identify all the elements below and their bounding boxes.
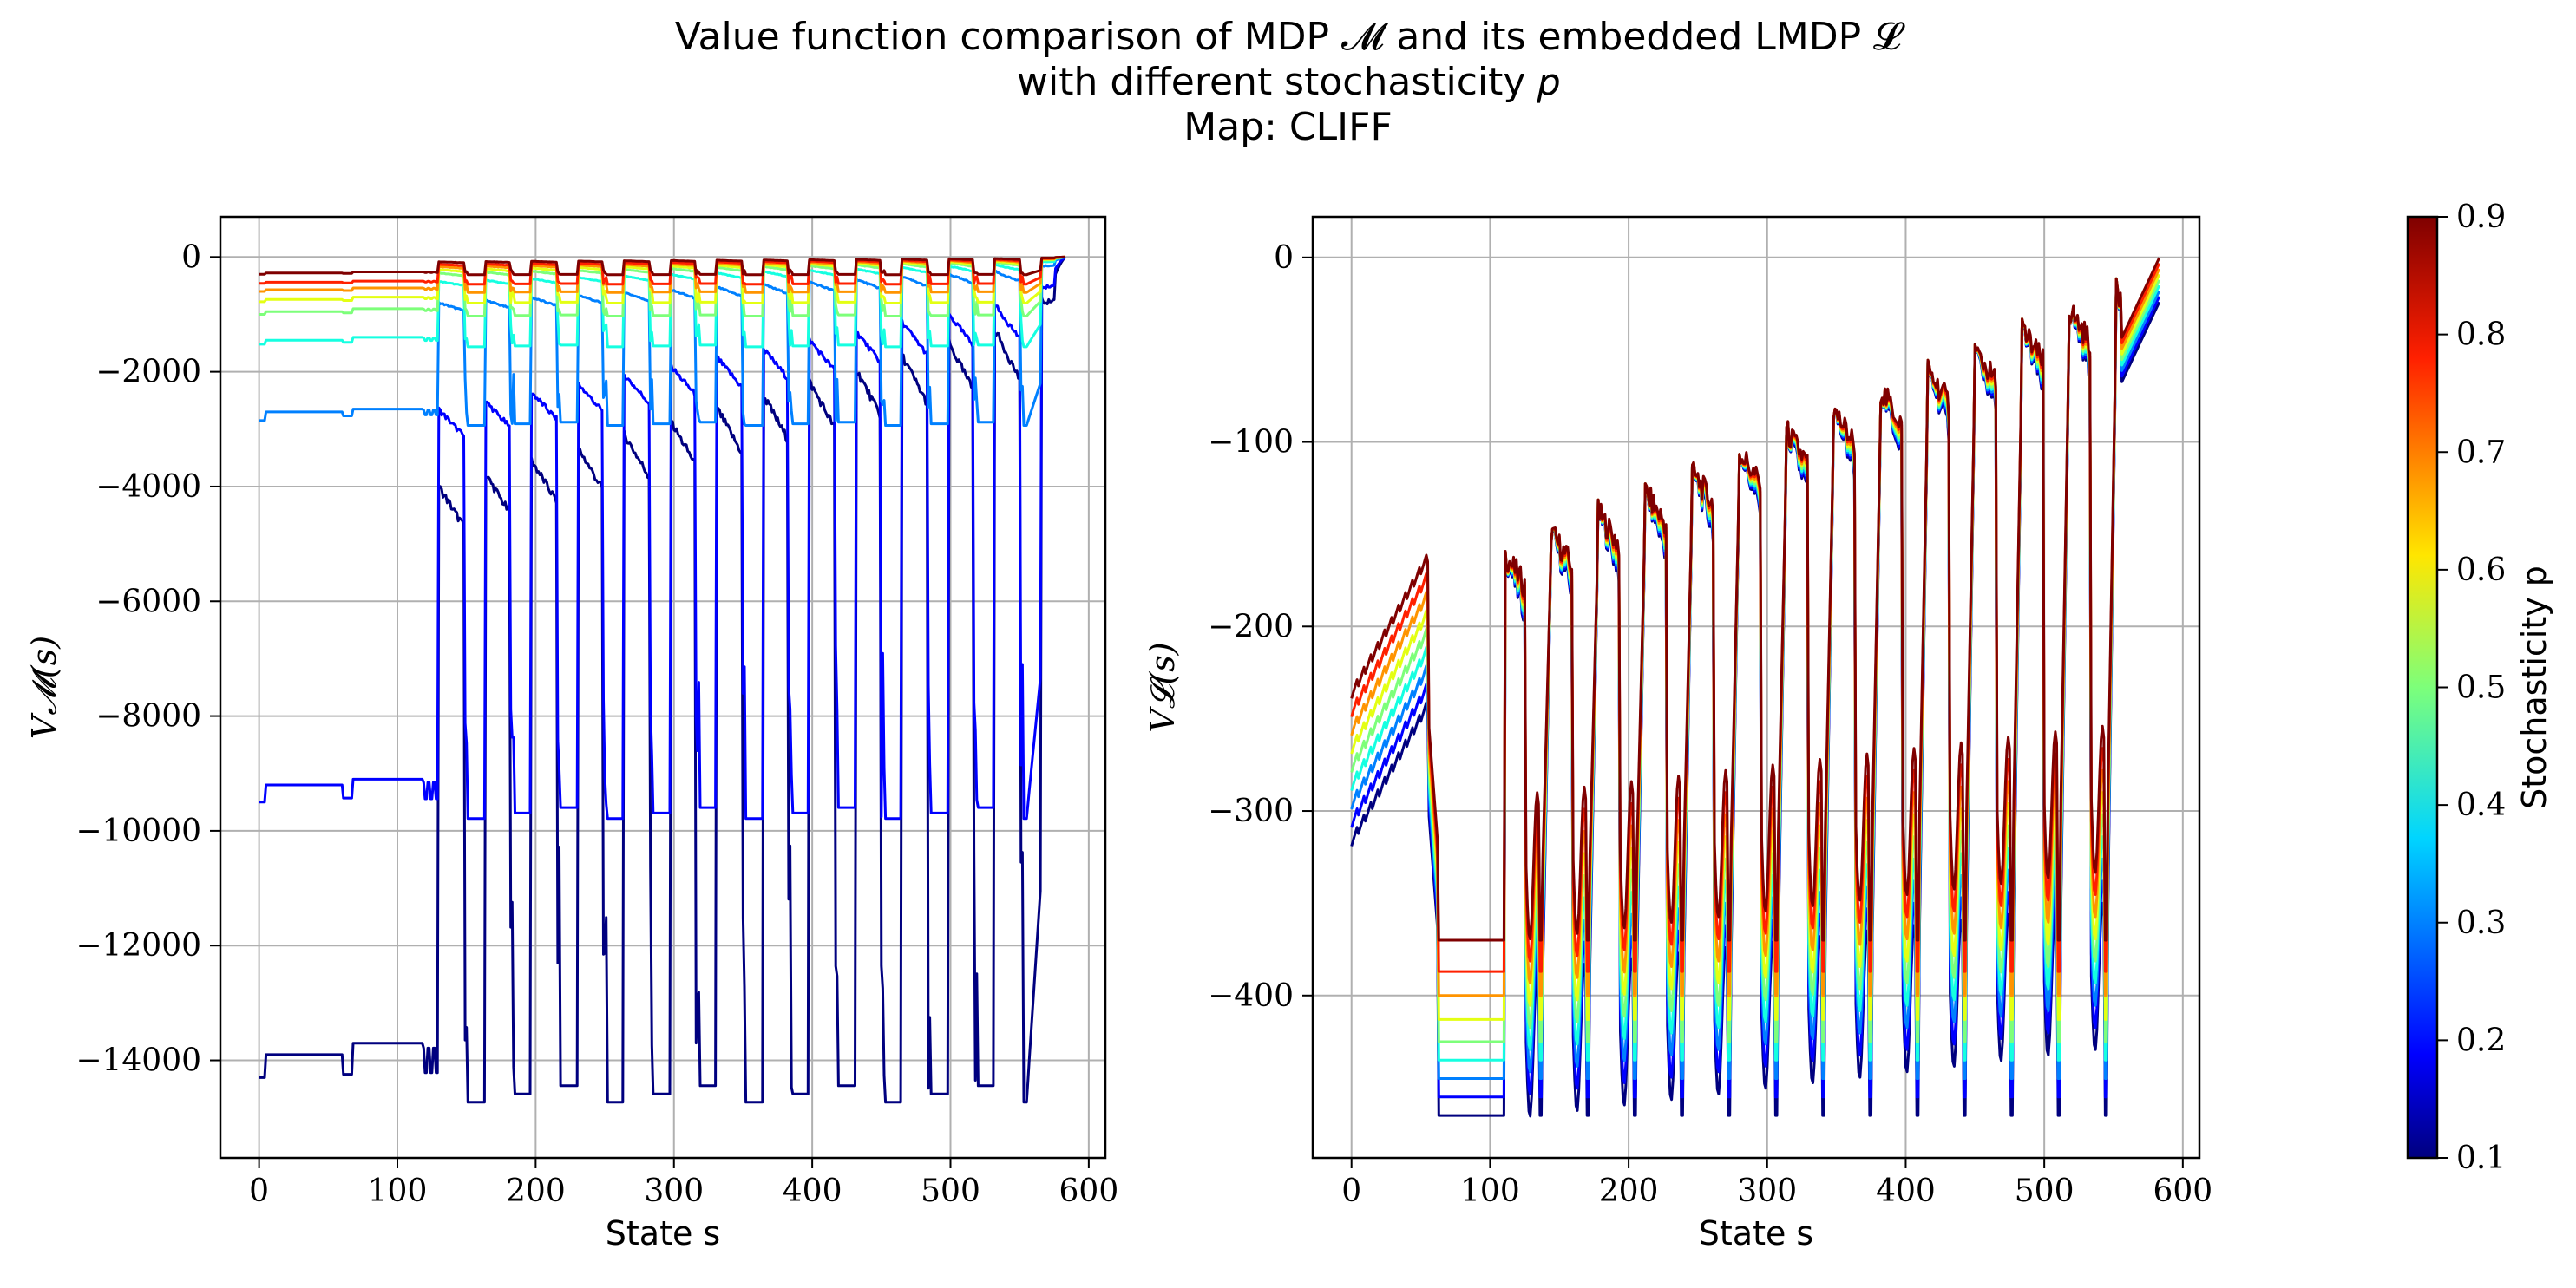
x-axis-label: State s — [1699, 1214, 1813, 1252]
y-tick-label: −10000 — [75, 814, 201, 849]
series-line-p-0.6 — [259, 255, 1065, 304]
series-line-p-0.3 — [1350, 277, 2161, 1080]
series-line-p-0.6 — [1350, 273, 2161, 1021]
colorbar-tick-label: 0.6 — [2456, 552, 2506, 588]
x-tick-label: 100 — [1460, 1174, 1520, 1209]
series-group — [259, 255, 1066, 1104]
left-panel: 0 100 200 300 400 500 600 0 −2000 −4000 −6000 −8000… — [25, 215, 1119, 1252]
series-line-p-0.3 — [259, 255, 1066, 427]
x-tick-label: 400 — [783, 1174, 842, 1209]
x-tick-label: 500 — [2015, 1174, 2075, 1209]
colorbar-label: Stochasticity p — [2515, 566, 2553, 809]
y-tick-label: −14000 — [75, 1043, 201, 1079]
series-line-p-0.4 — [1350, 277, 2161, 1062]
x-tick-label: 300 — [1737, 1174, 1797, 1209]
series-line-p-0.2 — [1350, 277, 2161, 1099]
figure-title-line1: Value function comparison of MDP 𝓜 and i… — [674, 15, 1902, 59]
colorbar-tick-label: 0.9 — [2456, 199, 2506, 235]
y-tick-label: −2000 — [95, 355, 201, 390]
colorbar-tick-label: 0.5 — [2456, 670, 2506, 706]
series-line-p-0.8 — [259, 255, 1065, 286]
y-tick-label: 0 — [181, 239, 201, 275]
x-tick-label: 0 — [1341, 1174, 1361, 1209]
y-tick-label: −4000 — [95, 469, 201, 505]
series-line-p-0.7 — [1350, 268, 2161, 997]
y-axis-label: V𝓛(s) — [1144, 642, 1182, 732]
x-tick-label: 500 — [921, 1174, 980, 1209]
colorbar-tick-label: 0.7 — [2456, 435, 2506, 470]
y-tick-label: −8000 — [95, 699, 201, 735]
x-axis-label: State s — [606, 1214, 720, 1252]
y-tick-label: −100 — [1208, 425, 1294, 461]
axes-frame — [1311, 215, 2201, 1160]
series-group — [1350, 257, 2161, 1118]
series-line-p-0.1 — [1350, 277, 2161, 1118]
colorbar-tick-label: 0.4 — [2456, 788, 2506, 823]
y-tick-label: −200 — [1208, 609, 1294, 644]
series-line-p-0.2 — [259, 256, 1066, 821]
colorbar-gradient — [2406, 215, 2439, 1160]
y-axis-label: V𝓜(s) — [25, 636, 63, 739]
colorbar-tick-label: 0.1 — [2456, 1141, 2506, 1176]
x-tick-label: 0 — [249, 1174, 269, 1209]
x-tick-label: 200 — [506, 1174, 566, 1209]
x-tick-label: 600 — [1059, 1174, 1119, 1209]
axes-frame — [219, 215, 1107, 1160]
x-tick-label: 400 — [1876, 1174, 1936, 1209]
x-tick-label: 600 — [2153, 1174, 2212, 1209]
series-line-p-0.4 — [259, 255, 1065, 349]
y-tick-label: 0 — [1274, 240, 1294, 276]
series-line-p-0.9 — [1350, 257, 2161, 942]
colorbar-tick-label: 0.2 — [2456, 1023, 2506, 1058]
y-tick-label: −400 — [1208, 978, 1294, 1014]
series-line-p-0.7 — [259, 255, 1065, 294]
x-tick-label: 300 — [644, 1174, 704, 1209]
y-tick-label: −6000 — [95, 584, 201, 619]
figure-title-line2: with different stochasticity 𝑝 — [1016, 60, 1560, 104]
x-tick-label: 100 — [368, 1174, 428, 1209]
colorbar-tick-label: 0.3 — [2456, 906, 2506, 941]
right-panel: 0 100 200 300 400 500 600 0 −100 −200 −300 −400 Stat… — [1144, 215, 2212, 1252]
y-tick-label: −12000 — [75, 928, 201, 964]
colorbar-tick-label: 0.8 — [2456, 317, 2506, 353]
figure-title-line3: Map: CLIFF — [1183, 105, 1393, 149]
figure-canvas: 0 100 200 300 400 500 6000−2000−4000−6000−8000… — [25, 199, 2553, 1252]
series-line-p-0.5 — [259, 255, 1065, 317]
series-line-p-0.5 — [1350, 277, 2161, 1043]
colorbar: 0.1 0.2 0.3 0.4 0.5 0.6 0.7 0.8 0.9 Stochasticity… — [2406, 199, 2553, 1176]
y-tick-label: −300 — [1208, 794, 1294, 829]
series-line-p-0.1 — [259, 256, 1066, 1104]
x-tick-label: 200 — [1599, 1174, 1659, 1209]
series-line-p-0.9 — [259, 255, 1065, 277]
